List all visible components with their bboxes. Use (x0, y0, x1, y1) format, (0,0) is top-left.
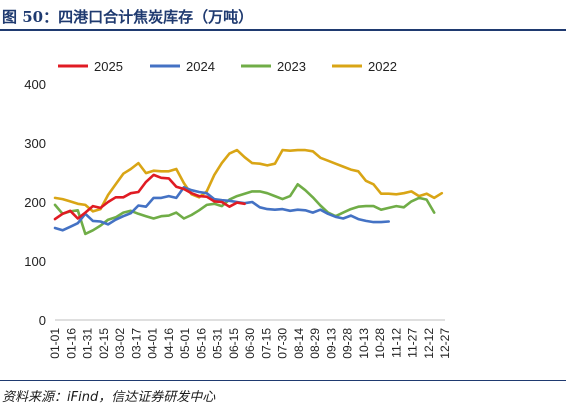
x-tick-label-11-27: 11-27 (406, 328, 420, 358)
x-tick-label-10-28: 10-28 (373, 328, 387, 359)
series-line-2025 (53, 173, 246, 221)
x-tick-label-08-29: 08-29 (308, 328, 322, 359)
x-tick-label-01-31: 01-31 (81, 328, 95, 359)
y-tick-label-300: 300 (24, 136, 46, 151)
x-tick-label-02-15: 02-15 (97, 328, 111, 359)
x-tick-label-04-16: 04-16 (162, 328, 176, 359)
x-tick-label-05-31: 05-31 (211, 328, 225, 359)
x-tick-label-07-30: 07-30 (276, 328, 290, 359)
legend-label-2023: 2023 (277, 59, 306, 74)
x-tick-label-11-12: 11-12 (389, 328, 403, 358)
line-chart: 0 100 200 300 400 01-01 01-16 01-31 02-15 03-02 03… (24, 59, 452, 359)
x-tick-label-06-15: 06-15 (227, 328, 241, 359)
x-tick-label-03-17: 03-17 (129, 328, 143, 359)
legend-label-2024: 2024 (186, 59, 215, 74)
x-tick-label-05-16: 05-16 (194, 328, 208, 359)
x-tick-label-07-15: 07-15 (259, 328, 273, 359)
x-tick-label-04-01: 04-01 (146, 328, 160, 359)
bottom-divider (0, 380, 566, 381)
source-note: 资料来源：iFind，信达证券研发中心 (2, 390, 216, 405)
y-tick-label-400: 400 (24, 77, 46, 92)
x-tick-label-05-01: 05-01 (178, 328, 192, 359)
x-tick-label-12-12: 12-12 (422, 328, 436, 359)
title-divider (0, 29, 566, 31)
x-tick-label-01-16: 01-16 (64, 328, 78, 359)
x-tick-label-08-14: 08-14 (292, 328, 306, 359)
x-tick-label-01-01: 01-01 (48, 328, 62, 359)
chart-area: 0 100 200 300 400 01-01 01-16 01-31 02-15 03-02 03… (0, 32, 566, 380)
series-line-2022 (53, 148, 444, 213)
x-tick-label-09-13: 09-13 (324, 328, 338, 359)
figure-title-bar: 图 50：四港口合计焦炭库存（万吨） (0, 0, 566, 32)
series-line-2023 (53, 183, 436, 236)
x-tick-label-09-28: 09-28 (341, 328, 355, 359)
legend-label-2025: 2025 (94, 59, 123, 74)
figure-title: 图 50：四港口合计焦炭库存（万吨） (2, 8, 254, 26)
x-tick-label-06-30: 06-30 (243, 328, 257, 359)
x-tick-label-03-02: 03-02 (113, 328, 127, 359)
legend-label-2022: 2022 (368, 59, 397, 74)
y-tick-label-0: 0 (39, 313, 46, 328)
x-tick-label-12-27: 12-27 (438, 328, 452, 359)
y-tick-label-200: 200 (24, 195, 46, 210)
y-tick-label-100: 100 (24, 254, 46, 269)
x-tick-label-10-13: 10-13 (357, 328, 371, 359)
series-line-2024 (53, 186, 391, 232)
